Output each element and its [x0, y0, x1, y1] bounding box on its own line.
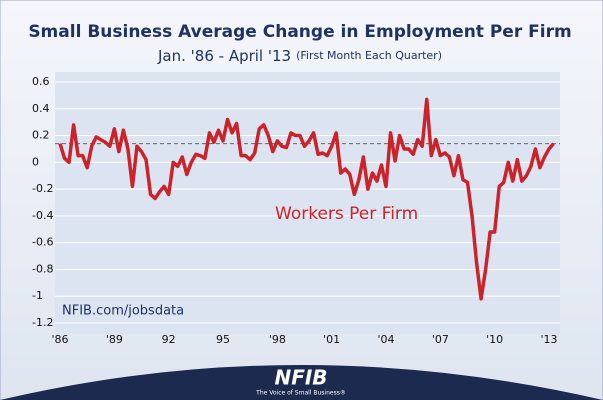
x-tick-label: '86 [51, 333, 68, 346]
x-tick-label: '98 [269, 333, 286, 346]
data-line [58, 97, 555, 301]
y-tick-label: -0.4 [32, 209, 53, 222]
y-tick-label: 0 [32, 155, 39, 168]
y-tick-label: 0.6 [32, 75, 50, 88]
brand-tagline: The Voice of Small Business® [255, 390, 346, 397]
brand: NFIB [274, 366, 327, 390]
source: NFIB.com/jobsdata [62, 304, 184, 319]
annotation: Workers Per Firm [275, 204, 418, 224]
x-tick-label: '89 [106, 333, 123, 346]
plot-area [55, 72, 560, 334]
x-tick-label: '10 [486, 333, 503, 346]
y-tick-label: -0.2 [32, 182, 53, 195]
y-tick-label: 0.4 [32, 102, 50, 115]
y-tick-label: 0.2 [32, 129, 50, 142]
y-tick-label: -0.8 [32, 262, 53, 275]
footer-band [0, 365, 603, 400]
subtitle: Jan. '86 - April '13 [157, 47, 291, 65]
x-tick-label: '01 [323, 333, 340, 346]
x-tick-label: 92 [162, 333, 176, 346]
y-tick-label: -1.2 [32, 316, 53, 329]
x-tick-label: '07 [432, 333, 449, 346]
subtitle-note: (First Month Each Quarter) [296, 49, 442, 62]
chart-title: Small Business Average Change in Employm… [28, 22, 571, 42]
x-tick-label: '04 [377, 333, 394, 346]
y-tick-label: -0.6 [32, 236, 53, 249]
x-tick-label: '13 [540, 333, 557, 346]
y-tick-label: -1 [32, 289, 43, 302]
chart-subtitle: Jan. '86 - April '13 (First Month Each Qu… [157, 47, 442, 65]
x-tick-label: 95 [216, 333, 230, 346]
